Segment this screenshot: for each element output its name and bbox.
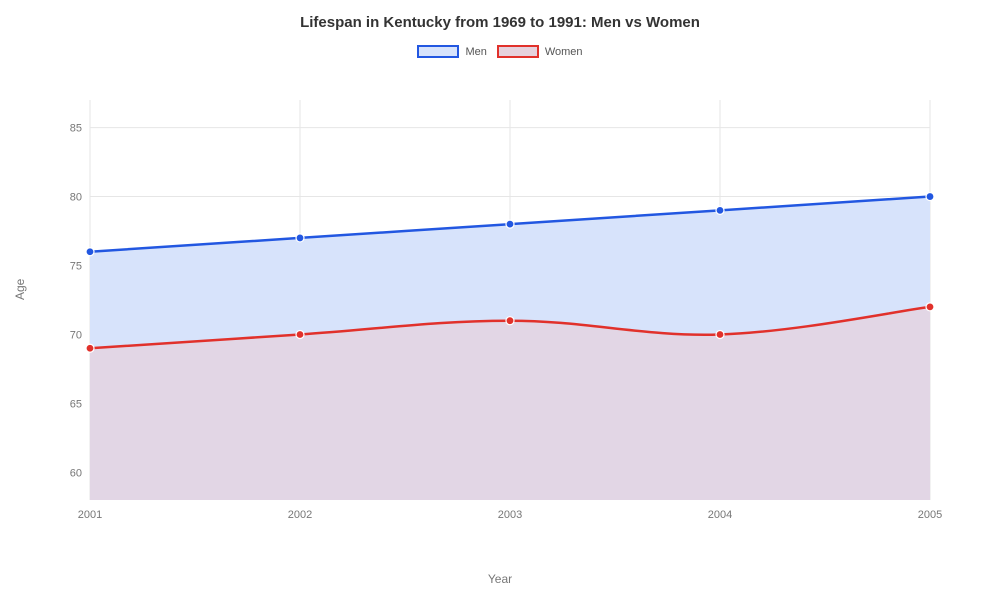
x-tick-label: 2003 (498, 509, 522, 521)
legend: Men Women (0, 45, 1000, 58)
chart-title: Lifespan in Kentucky from 1969 to 1991: … (0, 0, 1000, 31)
x-tick-label: 2005 (918, 509, 942, 521)
y-tick-label: 85 (70, 123, 82, 135)
marker-men[interactable] (296, 234, 304, 242)
x-tick-label: 2004 (708, 509, 732, 521)
x-tick-label: 2002 (288, 509, 312, 521)
marker-men[interactable] (86, 248, 94, 256)
marker-women[interactable] (926, 303, 934, 311)
marker-men[interactable] (506, 220, 514, 228)
plot-area: 60 65 70 75 80 85 2001 2002 2003 2004 2005 (60, 90, 960, 530)
y-tick-label: 70 (70, 329, 82, 341)
legend-item-men[interactable]: Men (417, 45, 486, 58)
x-tick-label: 2001 (78, 509, 102, 521)
legend-label-women: Women (545, 46, 583, 58)
y-tick-label: 80 (70, 192, 82, 204)
legend-label-men: Men (465, 46, 486, 58)
y-tick-label: 65 (70, 398, 82, 410)
marker-women[interactable] (296, 330, 304, 338)
y-tick-label: 75 (70, 261, 82, 273)
legend-swatch-women (497, 45, 539, 58)
marker-men[interactable] (716, 206, 724, 214)
chart-container: Lifespan in Kentucky from 1969 to 1991: … (0, 0, 1000, 600)
y-axis-label: Age (13, 279, 27, 300)
y-tick-label: 60 (70, 467, 82, 479)
plot-svg: 60 65 70 75 80 85 2001 2002 2003 2004 2005 (60, 90, 960, 530)
marker-women[interactable] (506, 317, 514, 325)
legend-swatch-men (417, 45, 459, 58)
marker-men[interactable] (926, 193, 934, 201)
legend-item-women[interactable]: Women (497, 45, 583, 58)
marker-women[interactable] (716, 330, 724, 338)
marker-women[interactable] (86, 344, 94, 352)
x-axis-label: Year (0, 572, 1000, 586)
